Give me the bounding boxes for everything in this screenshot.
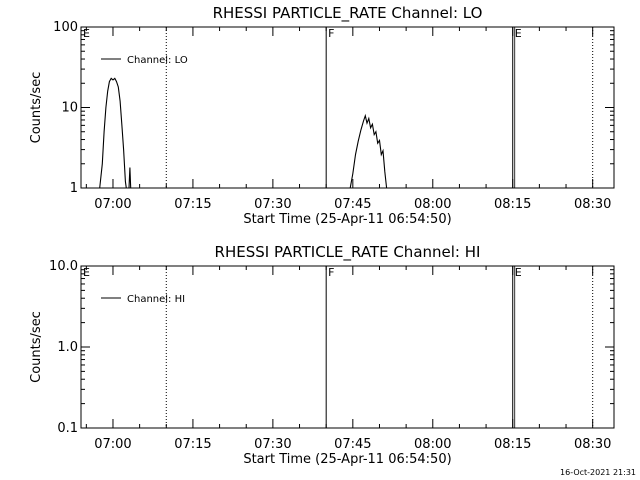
x-axis-label-lo: Start Time (25-Apr-11 06:54:50) (243, 212, 451, 227)
footer-timestamp: 16-Oct-2021 21:31 (560, 468, 636, 477)
legend-label-hi: Channel: HI (127, 294, 185, 305)
x-tick-label: 08:30 (574, 197, 611, 212)
x-tick-label: 07:30 (254, 437, 291, 452)
annotation-label-e: E (83, 27, 90, 40)
x-tick-label: 07:30 (254, 197, 291, 212)
series-line-lo (349, 113, 388, 189)
annotation-label-e: E (515, 266, 522, 279)
x-tick-label: 07:00 (94, 437, 131, 452)
x-tick-label: 08:15 (494, 197, 531, 212)
chart-title-lo: RHESSI PARTICLE_RATE Channel: LO (213, 4, 483, 23)
y-axis-label-lo: Counts/sec (29, 72, 44, 144)
x-tick-label: 07:45 (334, 197, 371, 212)
y-tick-label: 0.1 (57, 421, 78, 436)
x-tick-label: 07:15 (174, 437, 211, 452)
y-tick-label: 10 (61, 101, 78, 116)
annotation-label-f: F (328, 27, 334, 40)
y-tick-label: 10.0 (49, 259, 78, 274)
y-tick-label: 100 (53, 20, 78, 35)
x-tick-label: 07:00 (94, 197, 131, 212)
series-line-lo (128, 167, 132, 189)
x-tick-label: 08:30 (574, 437, 611, 452)
annotation-label-e: E (83, 266, 90, 279)
x-tick-label: 08:00 (414, 197, 451, 212)
y-axis-label-hi: Counts/sec (29, 311, 44, 383)
legend-label-lo: Channel: LO (127, 55, 188, 66)
annotation-label-f: F (328, 266, 334, 279)
chart-title-hi: RHESSI PARTICLE_RATE Channel: HI (215, 243, 481, 262)
y-tick-label: 1.0 (57, 340, 78, 355)
x-axis-label-hi: Start Time (25-Apr-11 06:54:50) (243, 452, 451, 467)
y-tick-label: 1 (70, 181, 78, 196)
series-line-lo (99, 77, 127, 189)
x-tick-label: 08:15 (494, 437, 531, 452)
x-tick-label: 08:00 (414, 437, 451, 452)
annotation-label-e: E (515, 27, 522, 40)
plot-frame-lo (80, 26, 615, 189)
x-tick-label: 07:45 (334, 437, 371, 452)
plot-frame-hi (80, 265, 615, 429)
x-tick-label: 07:15 (174, 197, 211, 212)
